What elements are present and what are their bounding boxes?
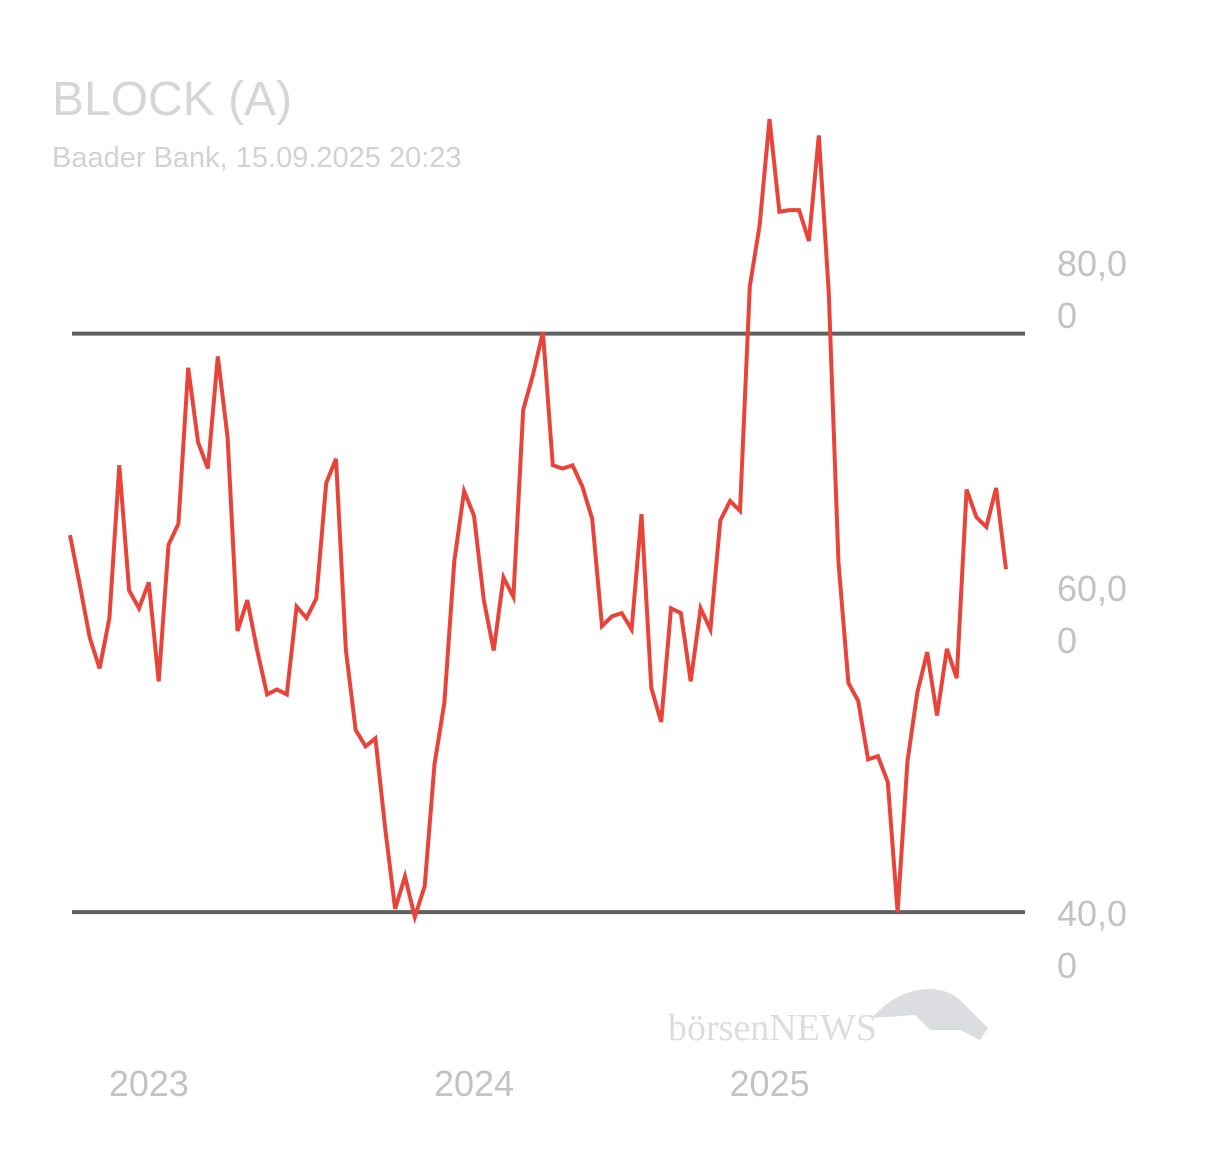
- x-tick-label: 2025: [729, 1063, 810, 1104]
- chart-title: BLOCK (A): [52, 73, 293, 126]
- bull-logo: [872, 989, 988, 1040]
- data-line: [68, 118, 1008, 925]
- watermark: börsenNEWS: [668, 1007, 877, 1049]
- chart-subtitle: Baader Bank, 15.09.2025 20:23: [52, 142, 462, 174]
- x-tick-label: 2024: [433, 1063, 515, 1104]
- x-tick-label: 2023: [108, 1063, 189, 1104]
- y-tick-label: 80,00: [1057, 242, 1128, 336]
- y-tick-label: 60,00: [1057, 567, 1128, 661]
- y-tick-label: 40,00: [1057, 892, 1128, 986]
